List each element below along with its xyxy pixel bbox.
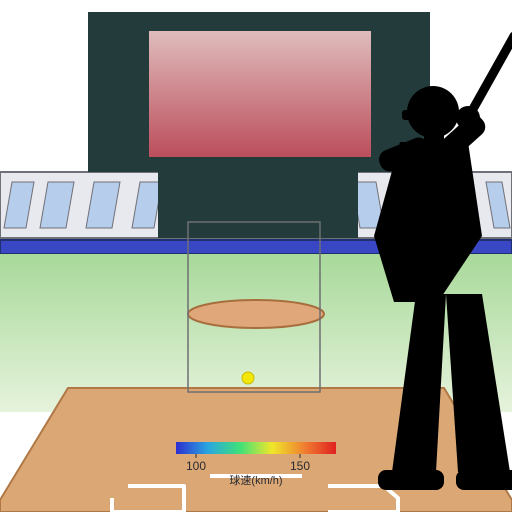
- pitch-location-chart: 100 150 球速(km/h): [0, 0, 512, 512]
- scoreboard-screen: [148, 30, 372, 158]
- pitchers-mound: [188, 300, 324, 328]
- speed-colorbar: [176, 442, 336, 454]
- pitch-marker: [242, 372, 254, 384]
- speed-tick-label: 150: [290, 459, 310, 473]
- speed-axis-label: 球速(km/h): [229, 473, 282, 487]
- speed-tick-label: 100: [186, 459, 206, 473]
